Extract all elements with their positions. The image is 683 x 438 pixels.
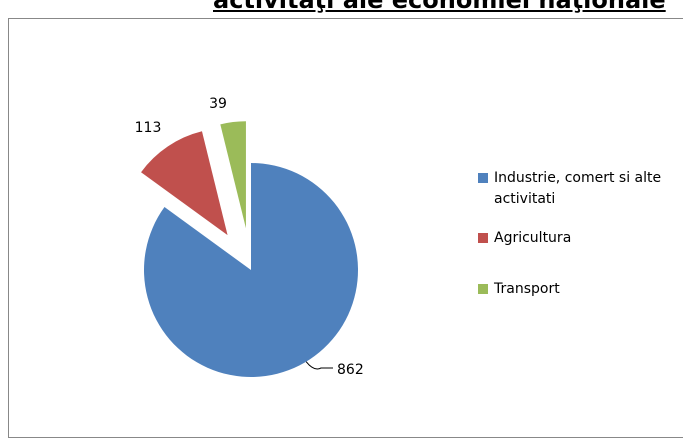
chart: 862 113 39 xyxy=(135,96,364,378)
legend-swatch xyxy=(478,173,488,183)
legend: Industrie, comert si alte activitati Agri… xyxy=(478,168,668,300)
pie-slice xyxy=(141,131,228,236)
chart-title: activitaţi ale economiei naţionale xyxy=(213,0,666,14)
leader-line xyxy=(305,361,333,370)
legend-swatch xyxy=(478,284,488,294)
data-label: 113 xyxy=(135,120,162,136)
legend-entry: Agricultura xyxy=(478,228,668,249)
legend-entry: Transport xyxy=(478,279,668,300)
legend-label: Industrie, comert si alte activitati xyxy=(494,170,662,207)
data-label: 862 xyxy=(337,362,364,378)
page: activitaţi ale economiei naţionale 862 11… xyxy=(8,0,683,438)
legend-label: Transport xyxy=(494,281,560,297)
legend-swatch xyxy=(478,233,488,243)
legend-entry: Industrie, comert si alte activitati xyxy=(478,168,668,210)
data-label: 39 xyxy=(209,96,227,112)
legend-label: Agricultura xyxy=(494,230,572,246)
pie-slice xyxy=(144,163,358,378)
pie-slice xyxy=(220,121,246,229)
